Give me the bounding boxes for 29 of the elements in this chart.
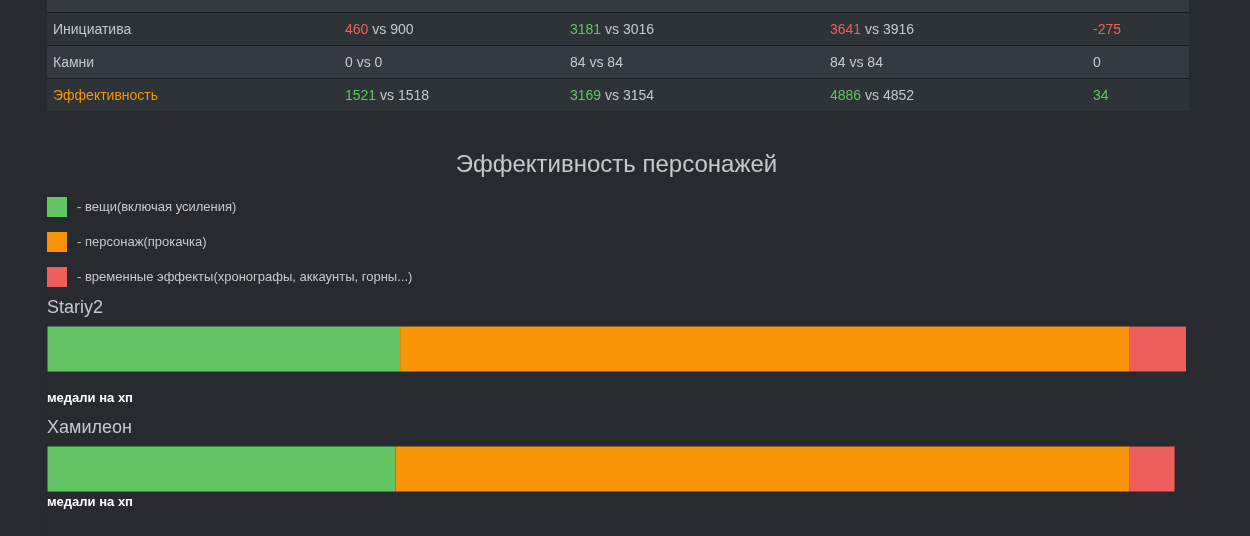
y-tick-label: Stariy2 (47, 296, 104, 317)
text: 0 (1093, 54, 1101, 70)
bar (1129, 446, 1175, 492)
bar (400, 326, 1130, 372)
annotation: медали на хп (47, 493, 133, 509)
text: 0 vs 0 (345, 54, 383, 70)
legend-label: - временные эффекты(хронографы, аккаунты, горны...) (77, 268, 413, 286)
annotation: медали на хп (47, 389, 133, 405)
bar (395, 446, 1130, 492)
text: 4886 vs 4852 (830, 87, 915, 103)
text: 3181 vs 3016 (570, 21, 655, 37)
text: Эффективность (53, 87, 159, 103)
y-tick-label: Хамилеон (47, 416, 132, 437)
text: 84 vs 84 (830, 54, 883, 70)
text: 34 (1093, 87, 1109, 103)
bar (47, 446, 396, 492)
text: 84 vs 84 (570, 54, 623, 70)
text: 1521 vs 1518 (345, 87, 430, 103)
text: 3169 vs 3154 (570, 87, 655, 103)
text: 3641 vs 3916 (830, 21, 915, 37)
bar (1129, 326, 1186, 372)
legend-label: - персонаж(прокачка) (77, 233, 207, 251)
text: -275 (1093, 21, 1122, 37)
bar (47, 326, 401, 372)
legend-label: - вещи(включая усиления) (77, 198, 237, 216)
text: Инициатива (53, 21, 132, 37)
text: Камни (53, 54, 95, 70)
text: 460 vs 900 (345, 21, 414, 37)
chart-title: Эффективность персонажей (454, 150, 779, 177)
